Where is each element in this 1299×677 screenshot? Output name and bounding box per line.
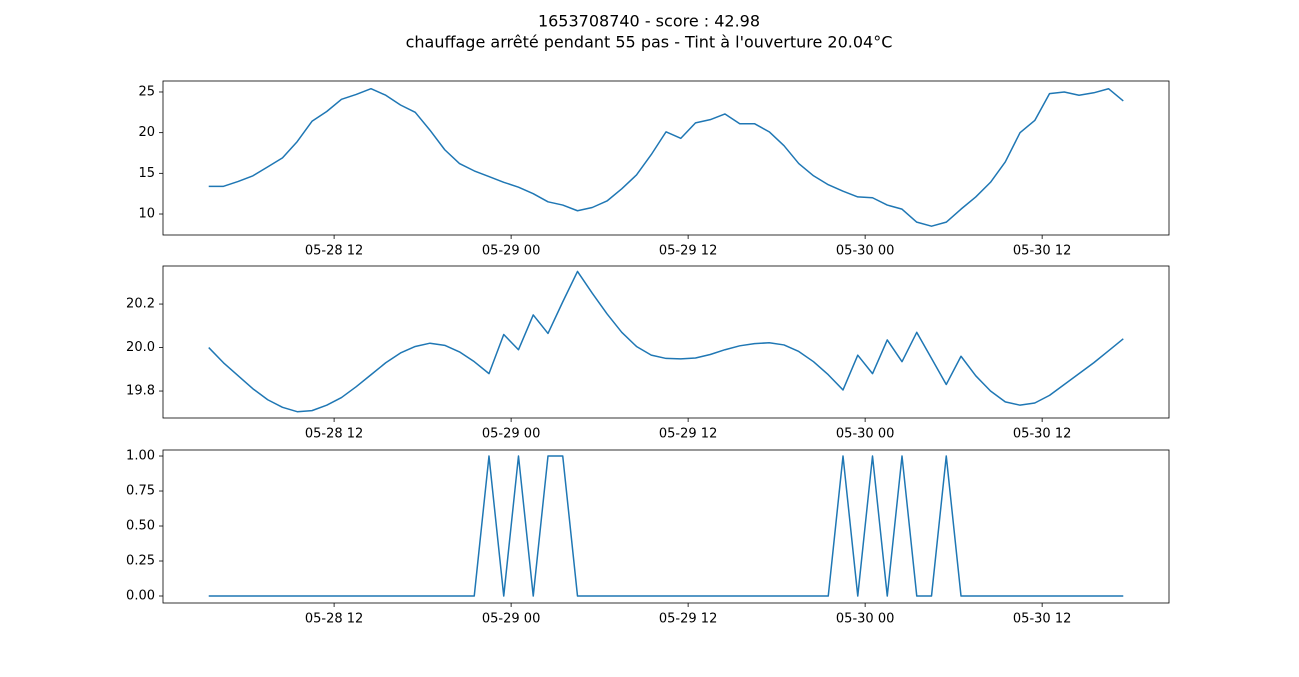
data-line <box>208 87 1124 227</box>
x-tick-label: 05-30 12 <box>1013 427 1071 442</box>
y-tick-label: 20 <box>138 125 155 140</box>
y-tick-label: 20.0 <box>126 340 155 355</box>
x-tick-label: 05-28 12 <box>305 427 363 442</box>
data-line <box>208 455 1124 597</box>
y-tick-label: 10 <box>138 207 155 222</box>
x-tick-label: 05-28 12 <box>305 612 363 627</box>
x-tick-label: 05-29 12 <box>659 244 717 259</box>
figure-subtitle: chauffage arrêté pendant 55 pas - Tint à… <box>406 33 893 52</box>
y-tick-label: 0.00 <box>126 589 155 604</box>
axes-frame <box>162 80 1170 236</box>
x-tick-label: 05-30 00 <box>836 612 894 627</box>
y-tick-label: 25 <box>138 84 155 99</box>
y-tick-label: 1.00 <box>126 449 155 464</box>
x-tick-label: 05-30 00 <box>836 244 894 259</box>
x-tick-label: 05-30 00 <box>836 427 894 442</box>
y-tick-label: 15 <box>138 166 155 181</box>
x-tick-label: 05-29 00 <box>482 244 540 259</box>
x-tick-label: 05-30 12 <box>1013 244 1071 259</box>
x-tick-label: 05-30 12 <box>1013 612 1071 627</box>
y-tick-label: 0.75 <box>126 484 155 499</box>
axes-frame <box>162 265 1170 419</box>
x-tick-label: 05-29 00 <box>482 612 540 627</box>
y-tick-label: 0.25 <box>126 554 155 569</box>
y-tick-label: 20.2 <box>126 297 155 312</box>
x-tick-label: 05-29 00 <box>482 427 540 442</box>
axes-frame <box>162 449 1170 604</box>
y-tick-label: 0.50 <box>126 519 155 534</box>
x-tick-label: 05-28 12 <box>305 244 363 259</box>
y-tick-label: 19.8 <box>126 384 155 399</box>
x-tick-label: 05-29 12 <box>659 427 717 442</box>
x-tick-label: 05-29 12 <box>659 612 717 627</box>
data-line <box>208 270 1124 413</box>
figure-title: 1653708740 - score : 42.98 <box>538 12 760 31</box>
